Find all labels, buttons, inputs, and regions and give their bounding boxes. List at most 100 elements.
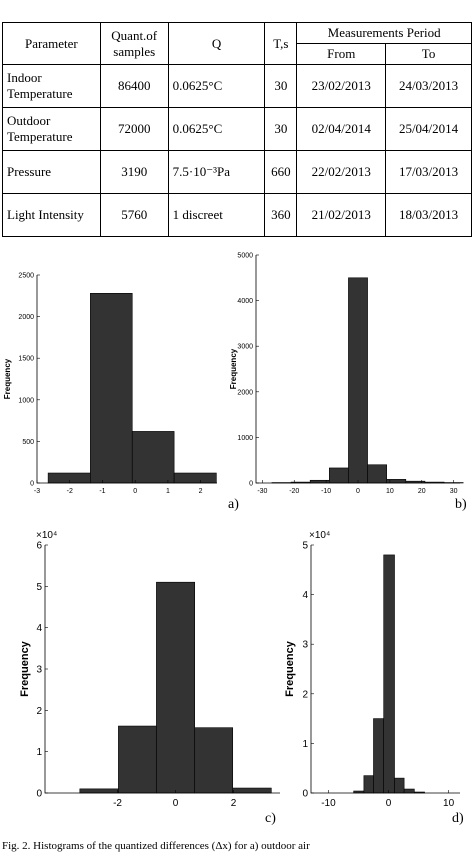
table-cell: 86400 [99, 64, 169, 108]
x-tick-label: -20 [289, 488, 299, 495]
y-tick-label: 2 [302, 689, 308, 700]
bar [131, 431, 175, 484]
table-row: Indoor Temperature 86400 0.0625°C 30 23/02/2… [2, 64, 472, 108]
bar [232, 787, 272, 794]
y-tick-label: 3000 [237, 344, 253, 351]
y-tick-label: 2 [36, 706, 42, 717]
table-cell: 72000 [99, 107, 169, 151]
x-tick-label: 2 [199, 488, 203, 495]
table-cell: 17/03/2013 [385, 150, 472, 194]
y-tick-label: 5000 [237, 252, 253, 259]
bar [367, 464, 387, 484]
y-tick-label: 3 [36, 665, 42, 676]
y-tick-label: 1 [302, 739, 308, 750]
table-cell: 25/04/2014 [385, 107, 472, 151]
x-tick-label: 1 [166, 488, 170, 495]
histogram: -30 -20 -10 0 10 20 30 0 1000 2000 3000 4000 5000 Fre… [229, 252, 467, 512]
y-tick-label: 2500 [18, 272, 34, 279]
table-cell: 18/03/2013 [385, 193, 472, 237]
panel-label: a) [228, 497, 239, 512]
y-axis-label: Frequency [229, 348, 238, 389]
table-cell: 7.5·10⁻³Pa [167, 150, 266, 194]
header-cell: Quant.of samples [99, 22, 169, 65]
histogram: -2 0 2 0 1 2 3 4 5 6 Frequency ×10⁴ c) [19, 530, 280, 826]
x-tick-label: 10 [443, 798, 455, 809]
caption: Fig. 2. Histograms of the quantized diff… [2, 840, 310, 852]
axis-multiplier: ×10⁴ [309, 530, 330, 541]
table-row: Outdoor Temperature 72000 0.0625°C 30 02/04/… [2, 107, 472, 151]
bar [156, 581, 196, 794]
table-cell: 660 [264, 150, 298, 194]
x-tick-label: -3 [34, 488, 40, 495]
histogram: -3 -2 -1 0 1 2 0 500 1000 1500 2000 2500 Frequency a) [3, 272, 239, 512]
y-tick-label: 0 [30, 480, 34, 487]
table-cell: Outdoor Temperature [2, 107, 101, 151]
x-tick-label: 30 [450, 488, 458, 495]
panel-label: d) [452, 811, 464, 826]
axis-multiplier: ×10⁴ [36, 530, 57, 541]
bar [403, 788, 415, 794]
header-cell: To [385, 43, 472, 65]
histogram: -10 0 10 0 1 2 3 4 5 Frequency ×10⁴ d) [284, 530, 464, 826]
y-tick-label: 0 [36, 789, 42, 800]
y-tick-label: 500 [22, 439, 34, 446]
y-tick-label: 6 [36, 541, 42, 552]
x-tick-label: 10 [386, 488, 394, 495]
bar [383, 554, 395, 794]
table-cell: 0.0625°C [167, 107, 266, 151]
table-cell: 30 [264, 64, 298, 108]
header-row: Parameter Quant.of samples Q T,s Measure… [2, 22, 472, 65]
bar [194, 727, 234, 794]
bar [394, 777, 405, 794]
bar [47, 472, 91, 484]
table-body: Indoor Temperature 86400 0.0625°C 30 23/02/2… [2, 64, 472, 237]
y-tick-label: 5 [36, 582, 42, 593]
x-tick-label: 2 [231, 798, 237, 809]
table-cell: 21/02/2013 [296, 193, 387, 237]
header-cell: Q [167, 22, 266, 65]
header-cell: Parameter [2, 22, 101, 65]
bar [309, 479, 330, 484]
table-cell: 1 discreet [167, 193, 266, 237]
x-tick-label: 20 [418, 488, 426, 495]
panel-label: b) [455, 497, 467, 512]
bar [118, 725, 157, 794]
table-cell: 3190 [99, 150, 169, 194]
header-cell: Measurements Period [296, 22, 472, 44]
table-cell: 02/04/2014 [296, 107, 387, 151]
table-row: Pressure 3190 7.5·10⁻³Pa 660 22/02/2013 17/03… [2, 150, 472, 194]
bar [173, 472, 217, 484]
bar [348, 277, 368, 484]
x-tick-label: 0 [356, 488, 360, 495]
x-tick-label: -30 [257, 488, 267, 495]
bar [90, 293, 133, 484]
bar [329, 467, 349, 484]
x-tick-label: -10 [321, 488, 331, 495]
y-tick-label: 5 [302, 541, 308, 552]
x-tick-label: 0 [133, 488, 137, 495]
bar [373, 718, 384, 794]
table-cell: Light Intensity [2, 193, 101, 237]
x-tick-label: -10 [321, 798, 336, 809]
header-cell: T,s [264, 22, 298, 65]
y-tick-label: 1500 [18, 356, 34, 363]
table-cell: 0.0625°C [167, 64, 266, 108]
bar [79, 788, 119, 794]
bar [386, 479, 407, 484]
y-axis-label: Frequency [19, 640, 31, 697]
bar [363, 775, 374, 794]
y-tick-label: 1000 [237, 435, 253, 442]
table-cell: 22/02/2013 [296, 150, 387, 194]
y-tick-label: 0 [249, 480, 253, 487]
table-cell: 24/03/2013 [385, 64, 472, 108]
y-axis-label: Frequency [3, 358, 12, 399]
table-cell: Pressure [2, 150, 101, 194]
x-tick-label: -1 [99, 488, 105, 495]
x-tick-label: -2 [67, 488, 73, 495]
y-tick-label: 4000 [237, 298, 253, 305]
data-table: Parameter Quant.of samples Q T,s Measure… [2, 22, 472, 237]
table-cell: Indoor Temperature [2, 64, 101, 108]
y-tick-label: 1 [36, 747, 42, 758]
panel-label: c) [265, 811, 276, 826]
